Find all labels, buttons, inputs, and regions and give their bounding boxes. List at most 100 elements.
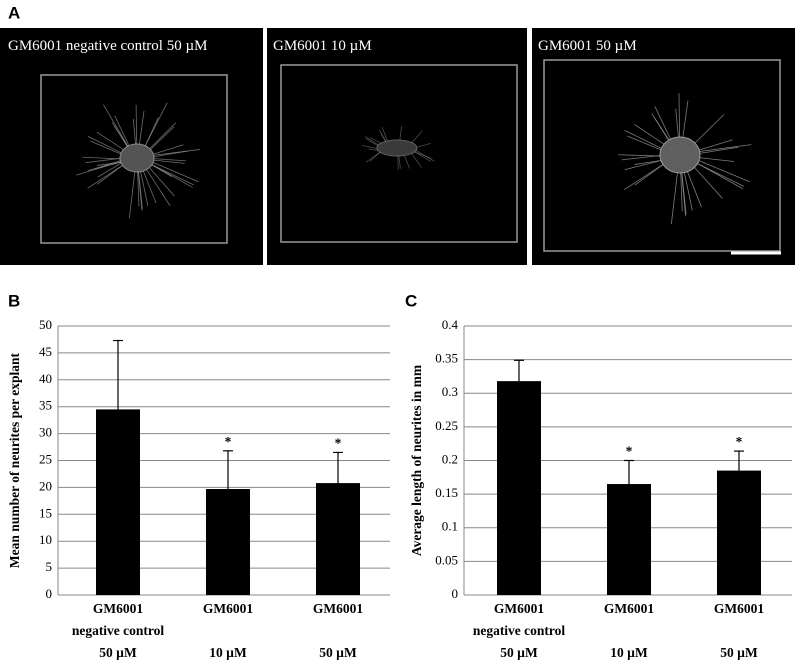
neurite [151,164,194,186]
y-tick-label: 0.4 [442,317,459,332]
neurite [150,126,175,150]
neurite [97,162,122,178]
y-tick-label: 15 [39,505,52,520]
neurite [411,153,422,168]
neurite [153,161,199,183]
neurite [699,144,752,152]
neurite [404,155,410,169]
y-tick-label: 40 [39,371,52,386]
neurite [624,164,664,191]
neurite [627,135,662,151]
neurite [140,171,149,206]
y-tick-label: 0.1 [442,519,458,534]
neurite [151,164,173,177]
x-tick-label: 50 µM [319,645,357,660]
neurite [96,131,124,150]
neurite [654,106,671,140]
y-tick-label: 30 [39,425,52,440]
significance: * [225,434,232,449]
x-tick-label: GM6001 [93,601,143,616]
neurite [683,172,693,211]
neurite [153,144,184,155]
y-tick-label: 0.25 [435,418,458,433]
neurite [379,129,386,142]
neurite [414,151,432,159]
neurite [687,171,702,208]
y-tick-label: 0.05 [435,552,458,567]
neurite [96,165,123,185]
significance: * [736,434,743,449]
bar [96,409,140,595]
explant [119,143,155,173]
neurite [411,130,423,143]
neurite [149,167,175,197]
neurite [634,160,662,165]
neurite [624,160,662,171]
neurite [634,164,664,186]
y-tick-label: 0.15 [435,485,458,500]
neurite [146,169,171,207]
neurite [90,140,121,155]
y-tick-label: 0.35 [435,351,458,366]
y-tick-label: 20 [39,478,52,493]
neurite [139,110,145,145]
bar [316,483,360,595]
neurite [94,160,121,170]
x-tick-label: negative control [473,623,566,638]
y-tick-label: 25 [39,451,52,466]
neurite [399,125,403,141]
x-tick-label: 50 µM [99,645,137,660]
roi-box [280,64,518,243]
x-tick-label: GM6001 [604,601,654,616]
neurite [699,139,733,151]
neurite [699,157,735,162]
neurite [618,154,661,157]
neurite [397,155,399,170]
neurite [675,108,679,138]
neurite [680,172,683,212]
neurite [381,126,388,142]
panel-label: B [8,291,20,310]
neurite [624,130,662,149]
x-tick-label: GM6001 [494,601,544,616]
x-tick-label: negative control [72,623,165,638]
neurite [682,100,689,138]
neurite [370,137,382,144]
neurite [135,104,138,145]
image-caption: GM6001 negative control 50 µM [8,38,207,54]
neurite [132,118,137,145]
micrographs: GM6001 negative control 50 µM GM6001 10 … [0,28,795,265]
neurite [699,146,739,154]
y-tick-label: 10 [39,532,52,547]
neurite [651,113,669,141]
neurite [103,104,129,147]
neurite [142,170,157,204]
neurite [694,167,723,199]
neurite [144,102,168,146]
panel-label: C [405,291,417,310]
neurite [364,136,379,146]
neurite [698,160,750,183]
neurite [416,142,431,148]
image-caption: GM6001 10 µM [273,38,372,54]
significance: * [626,444,633,459]
x-tick-label: 50 µM [500,645,538,660]
neurite [138,171,143,211]
roi-box [543,59,781,252]
explant [376,139,418,157]
y-tick-label: 0 [452,586,459,601]
roi-box [40,74,228,244]
neurite [128,171,136,219]
neurite [634,124,665,145]
y-axis-title: Mean number of neurites per explant [7,352,22,568]
y-tick-label: 35 [39,398,52,413]
y-tick-label: 0.3 [442,384,458,399]
neurite [398,155,401,169]
neurite [85,157,121,164]
neurite [111,122,128,147]
neurite [365,138,379,147]
neurite [694,114,725,144]
neurite [76,161,121,176]
y-tick-label: 45 [39,344,52,359]
